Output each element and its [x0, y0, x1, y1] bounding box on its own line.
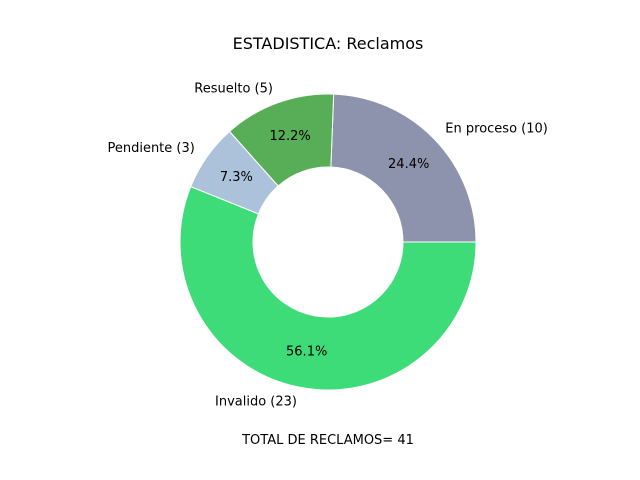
labels-group: En proceso (10) 24.4% Resuelto (5) 12.2% Pen…: [107, 81, 547, 409]
slice-percent-en-proceso: 24.4%: [388, 157, 429, 172]
slice-label-pendiente: Pendiente (3): [107, 141, 194, 156]
slice-percent-pendiente: 7.3%: [220, 170, 253, 185]
total-footer: TOTAL DE RECLAMOS= 41: [241, 433, 414, 448]
slice-percent-resuelto: 12.2%: [269, 129, 310, 144]
slice-label-resuelto: Resuelto (5): [194, 81, 273, 96]
slice-en-proceso: [330, 93, 477, 243]
chart-title: ESTADISTICA: Reclamos: [233, 34, 424, 53]
slice-label-invalido: Invalido (23): [215, 394, 297, 409]
slices-group: [179, 93, 477, 391]
slice-label-en-proceso: En proceso (10): [445, 122, 548, 137]
slice-percent-invalido: 56.1%: [286, 344, 327, 359]
slice-invalido: [179, 186, 477, 391]
